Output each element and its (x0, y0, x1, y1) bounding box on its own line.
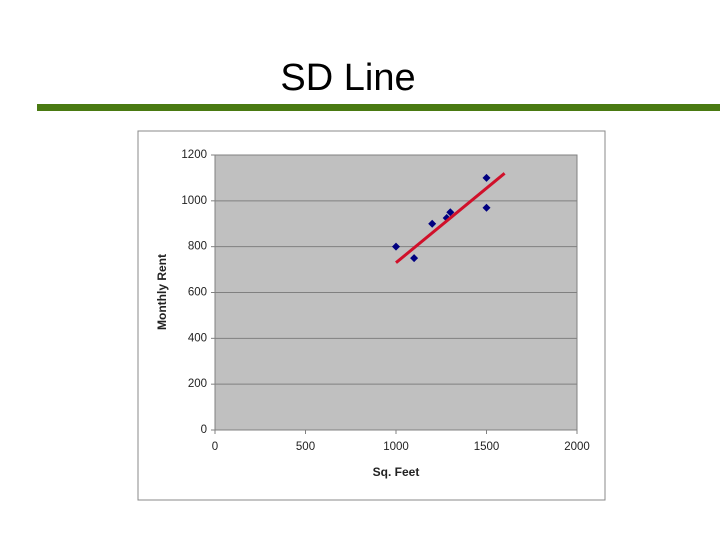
x-tick-label: 0 (212, 441, 218, 453)
y-tick-label: 400 (188, 332, 207, 344)
x-tick-label: 1000 (383, 441, 409, 453)
y-tick-label: 1000 (181, 195, 207, 207)
scatter-point (428, 219, 437, 228)
y-tick-label: 800 (188, 241, 207, 253)
y-tick-label: 600 (188, 287, 207, 299)
scatter-point (482, 203, 491, 212)
sd-line (395, 172, 506, 264)
scatter-point (410, 254, 419, 263)
x-tick-label: 500 (296, 441, 315, 453)
y-tick-label: 200 (188, 378, 207, 390)
x-axis-label: Sq. Feet (373, 465, 420, 479)
x-tick-label: 2000 (564, 441, 590, 453)
scatter-point (446, 208, 455, 217)
x-tick-label: 1500 (474, 441, 500, 453)
y-axis-label: Monthly Rent (155, 254, 169, 330)
slide-title: SD Line (280, 57, 415, 99)
scatter-point (392, 242, 400, 251)
y-tick-label: 0 (201, 424, 207, 436)
scatter-point (482, 173, 491, 182)
y-tick-label: 1200 (181, 149, 207, 161)
title-rule (37, 104, 720, 111)
